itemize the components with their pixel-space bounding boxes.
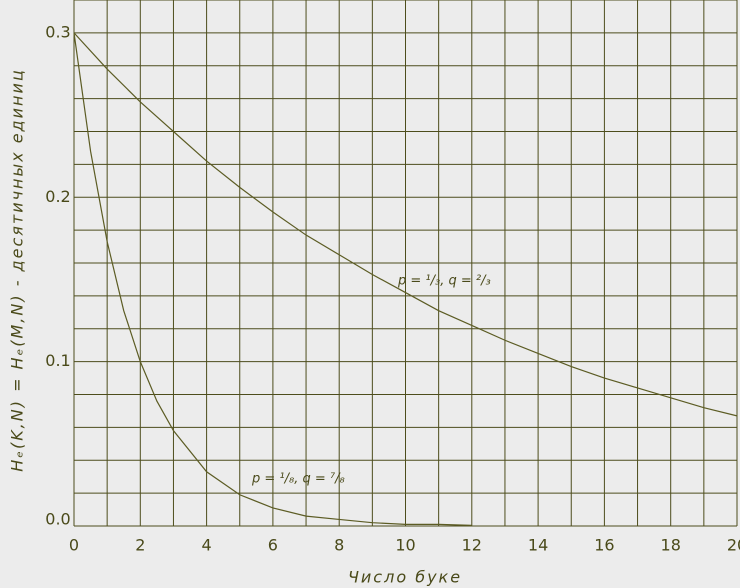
x-tick-label: 6: [268, 536, 278, 555]
y-tick-label: 0.0: [45, 510, 70, 529]
x-tick-label: 12: [462, 536, 482, 555]
line: [73, 32, 738, 417]
y-tick-label: 0.2: [45, 187, 70, 206]
x-tick-label: 10: [395, 536, 415, 555]
x-tick-label: 0: [69, 536, 79, 555]
x-tick-label: 16: [594, 536, 614, 555]
x-tick-label: 20: [727, 536, 740, 555]
line-label: p = ¹/₃, q = ²/₃: [397, 274, 491, 289]
x-tick-label: 8: [334, 536, 344, 555]
x-tick-label: 18: [661, 536, 681, 555]
line: [73, 32, 472, 526]
x-tick-label: 14: [528, 536, 548, 555]
y-tick-label: 0.1: [45, 351, 70, 370]
x-axis-title: Число буке: [348, 568, 462, 587]
y-axis-title: Hₑ(K,N) = Hₑ(M,N) - десятичных единиц: [8, 68, 27, 472]
line-label: p = ¹/₈, q = ⁷/₈: [251, 472, 345, 487]
x-tick-label: 2: [135, 536, 145, 555]
y-tick-label: 0.3: [45, 22, 70, 41]
x-tick-label: 4: [202, 536, 212, 555]
